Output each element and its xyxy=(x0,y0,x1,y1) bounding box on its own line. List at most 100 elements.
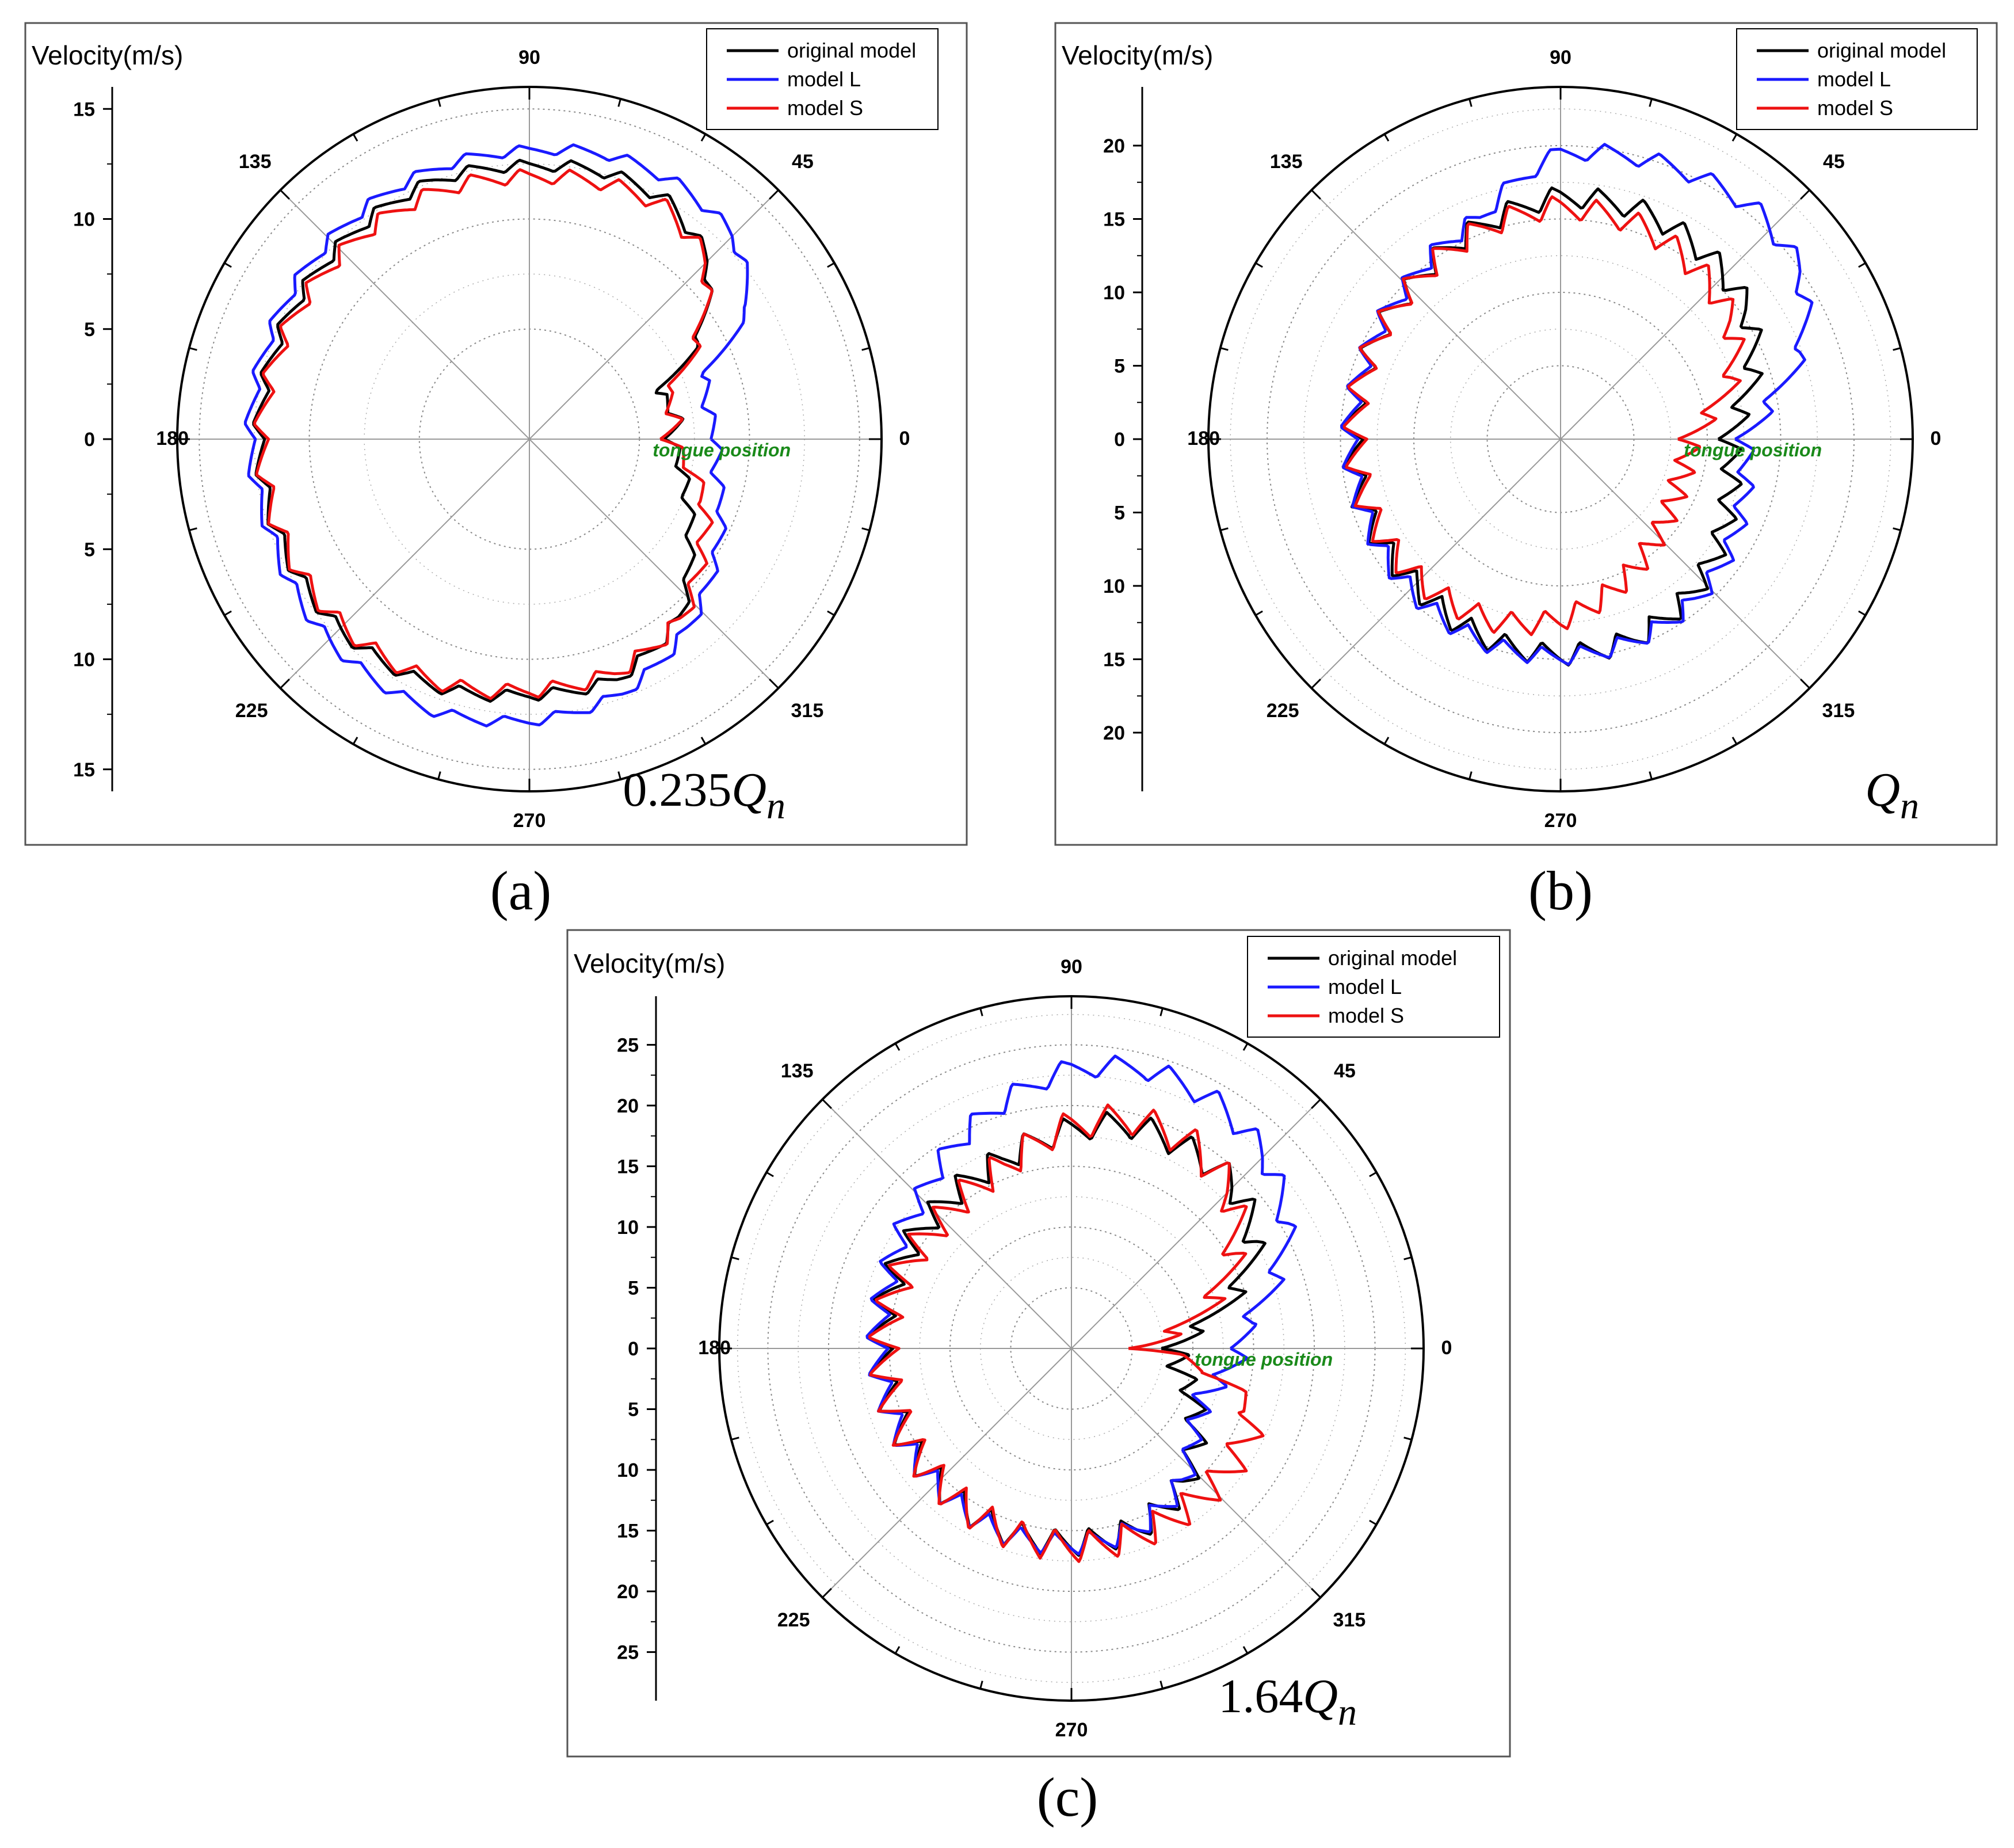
p2-radial-tick-label: 5 xyxy=(628,1277,639,1299)
p2-angle-label-135: 135 xyxy=(781,1060,814,1082)
p1-angle-tick xyxy=(1311,189,1321,200)
p1-radial-tick-label: 10 xyxy=(1103,576,1125,597)
p2-ylabel: Velocity(m/s) xyxy=(574,948,725,978)
p0-angle-tick xyxy=(700,134,707,142)
p1-angle-tick xyxy=(1800,189,1810,200)
p1-radial-tick-label: 10 xyxy=(1103,282,1125,304)
p1-spoke xyxy=(1560,439,1810,689)
p1-angle-tick xyxy=(1468,771,1473,780)
p0-angle-tick xyxy=(700,737,707,745)
p0-angle-label-90: 90 xyxy=(518,47,540,68)
p1-angle-label-90: 90 xyxy=(1550,47,1571,68)
p2-radial-tick-label: 15 xyxy=(617,1521,639,1542)
p1-series-original-model xyxy=(1341,186,1764,667)
p2-angle-tick xyxy=(822,1099,832,1109)
p2-spoke xyxy=(822,1099,1072,1349)
p1-angle-tick xyxy=(1858,610,1866,616)
p2-radial-tick-label: 25 xyxy=(617,1034,639,1056)
p2-angle-tick xyxy=(979,1008,983,1016)
p1-tongue-annotation: tongue position xyxy=(1684,440,1822,460)
p2-radial-tick-label: 10 xyxy=(617,1217,639,1239)
p2-radial-tick-label: 0 xyxy=(628,1338,639,1360)
p1-angle-label-180: 180 xyxy=(1187,428,1220,449)
p1-radial-tick-label: 20 xyxy=(1103,722,1125,744)
p2-angle-tick xyxy=(766,1171,774,1178)
p0-angle-tick xyxy=(437,771,441,780)
p2-angle-label-90: 90 xyxy=(1061,956,1082,978)
p1-angle-tick xyxy=(1383,134,1390,142)
p1-angle-tick xyxy=(1649,771,1653,780)
p0-spoke xyxy=(280,439,530,689)
p2-angle-tick xyxy=(1159,1681,1164,1689)
p0-angle-tick xyxy=(224,262,232,268)
panel-c: 0 45 90 135 180 225 270 315 25 20 15 10 5 0 5 10 15 20 25 V… xyxy=(566,929,1511,1758)
p1-spoke xyxy=(1560,189,1810,440)
p2-angle-tick xyxy=(979,1681,983,1689)
p2-angle-label-225: 225 xyxy=(777,1609,810,1631)
p2-flow-rate: 1.64Qn xyxy=(1218,1670,1357,1733)
p2-angle-tick xyxy=(1403,1437,1412,1441)
p1-angle-label-135: 135 xyxy=(1270,151,1303,173)
p1-legend-label: model S xyxy=(1817,96,1893,120)
panel-label-c: (c) xyxy=(1037,1766,1098,1828)
p1-angle-tick xyxy=(1893,527,1901,531)
p1-legend-label: model L xyxy=(1817,67,1891,91)
p2-angle-label-0: 0 xyxy=(1441,1337,1452,1359)
p0-legend-label: model L xyxy=(787,67,861,91)
p1-angle-tick xyxy=(1731,134,1738,142)
p2-angle-tick xyxy=(1369,1519,1377,1526)
p2-radial-tick-label: 5 xyxy=(628,1399,639,1421)
p2-radial-tick-label: 15 xyxy=(617,1156,639,1178)
p2-angle-tick xyxy=(1242,1646,1249,1654)
p1-angle-tick xyxy=(1858,262,1866,268)
p0-angle-tick xyxy=(224,610,232,616)
p0-radial-tick-label: 5 xyxy=(84,319,95,341)
p2-angle-tick xyxy=(822,1588,832,1598)
p1-radial-tick-label: 15 xyxy=(1103,209,1125,231)
p2-legend-label: model L xyxy=(1328,975,1402,999)
p2-angle-tick xyxy=(731,1256,739,1260)
p0-frame xyxy=(24,22,968,846)
p0-angle-tick xyxy=(280,189,290,200)
p0-radial-tick-label: 10 xyxy=(73,209,95,231)
p2-radial-tick-label: 20 xyxy=(617,1095,639,1117)
p1-angle-label-0: 0 xyxy=(1931,428,1941,449)
p0-angle-tick xyxy=(769,189,779,200)
p1-frame xyxy=(1054,22,1998,846)
p2-radial-tick-label: 20 xyxy=(617,1581,639,1603)
p0-series-model-s xyxy=(253,168,714,700)
p0-angle-label-315: 315 xyxy=(791,700,824,722)
p0-angle-label-45: 45 xyxy=(792,151,814,173)
p0-angle-tick xyxy=(617,98,621,107)
p1-angle-tick xyxy=(1311,679,1321,689)
p2-series-model-l xyxy=(865,1054,1297,1556)
p1-angle-tick xyxy=(1255,262,1263,268)
p1-spoke xyxy=(1311,439,1561,689)
p0-angle-tick xyxy=(280,679,290,689)
p0-legend-label: original model xyxy=(787,39,916,62)
p1-radial-tick-label: 15 xyxy=(1103,649,1125,671)
p1-angle-tick xyxy=(1220,527,1229,531)
p1-angle-label-45: 45 xyxy=(1823,151,1845,173)
p1-radial-tick-label: 5 xyxy=(1114,356,1125,378)
p1-radial-tick-label: 5 xyxy=(1114,502,1125,524)
p0-series-original-model xyxy=(252,158,714,703)
p0-spoke xyxy=(529,439,779,689)
p0-angle-tick xyxy=(861,347,870,351)
p0-radial-tick-label: 0 xyxy=(84,429,95,451)
p2-angle-tick xyxy=(894,1043,901,1051)
p0-radial-tick-label: 5 xyxy=(84,539,95,561)
p2-radial-tick-label: 10 xyxy=(617,1460,639,1481)
panel-b: 0 45 90 135 180 225 270 315 20 15 10 5 0 5 10 15 20 Veloc… xyxy=(1054,22,1998,846)
panel-a: 0 45 90 135 180 225 270 315 15 10 5 0 5 10 15 Velocity(… xyxy=(24,22,968,846)
p0-flow-rate: 0.235Qn xyxy=(623,763,785,827)
p2-radial-tick-label: 25 xyxy=(617,1642,639,1664)
p1-angle-tick xyxy=(1468,98,1473,107)
p0-angle-tick xyxy=(352,134,358,142)
p2-angle-tick xyxy=(1159,1008,1164,1016)
p2-angle-label-315: 315 xyxy=(1333,1609,1366,1631)
p1-angle-label-225: 225 xyxy=(1267,700,1299,722)
panel-label-b: (b) xyxy=(1528,860,1593,921)
p2-legend-label: original model xyxy=(1328,946,1457,970)
p2-tongue-annotation: tongue position xyxy=(1195,1349,1333,1370)
